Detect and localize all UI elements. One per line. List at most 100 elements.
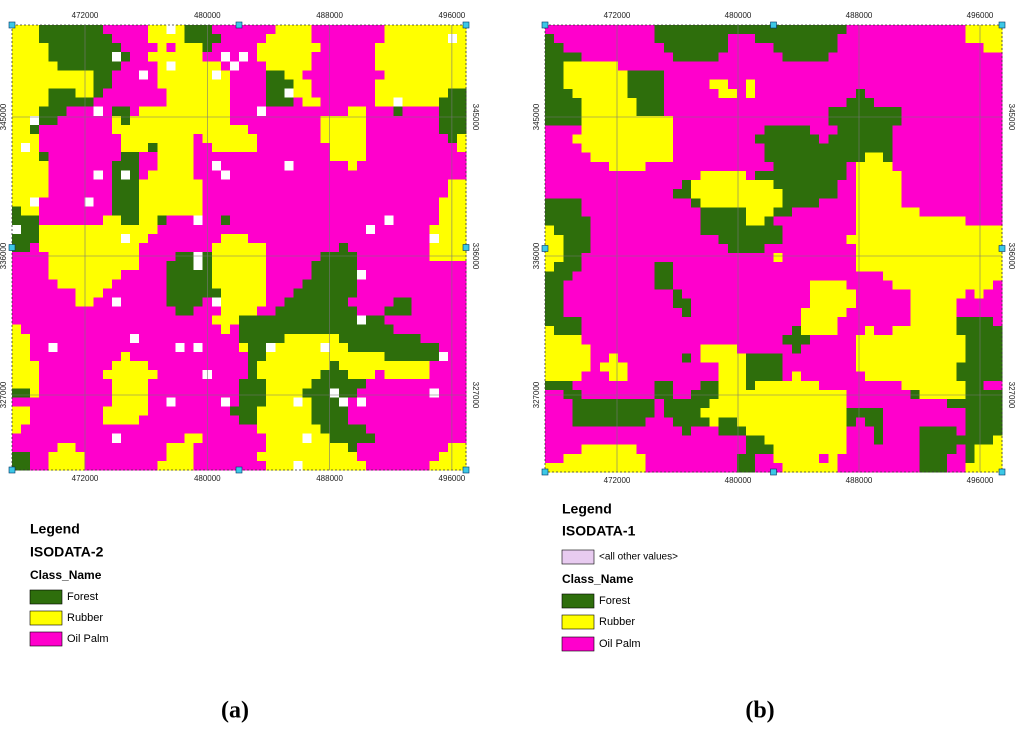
map-cell (810, 399, 820, 409)
map-cell (111, 43, 122, 53)
map-cell (691, 453, 701, 464)
map-cell (157, 388, 167, 398)
map-cell (554, 307, 564, 318)
map-cell (402, 124, 412, 135)
map-cell (700, 79, 710, 90)
map-cell (983, 116, 994, 126)
map-cell (901, 326, 911, 336)
map-cell (229, 224, 240, 235)
map-cell (393, 106, 403, 117)
map-cell (320, 133, 331, 144)
map-cell (636, 88, 646, 99)
map-cell (420, 152, 430, 162)
map-cell (910, 271, 921, 281)
map-cell (718, 180, 729, 190)
map-cell (599, 262, 610, 272)
map-cell (810, 52, 820, 62)
map-cell (746, 462, 756, 473)
map-cell (157, 233, 167, 244)
map-cell (130, 279, 140, 289)
map-cell (992, 435, 1003, 445)
map-cell (193, 97, 203, 108)
map-cell (828, 143, 838, 154)
map-cell (293, 351, 303, 362)
map-cell (672, 417, 683, 427)
map-cell (120, 415, 131, 425)
map-cell (320, 379, 331, 389)
map-cell (75, 379, 85, 389)
map-cell (420, 52, 430, 62)
map-cell (883, 371, 893, 382)
map-cell (102, 188, 113, 198)
map-cell (293, 442, 303, 453)
map-cell (66, 306, 76, 316)
map-cell (30, 252, 40, 262)
map-cell (828, 170, 838, 181)
map-cell (636, 207, 646, 217)
map-cell (791, 271, 802, 281)
map-cell (102, 460, 113, 471)
map-cell (84, 88, 95, 98)
map-cell (563, 307, 573, 318)
map-cell (220, 279, 231, 289)
map-cell (30, 388, 40, 398)
map-cell (447, 79, 458, 89)
map-cell (736, 462, 747, 473)
map-cell (810, 107, 820, 117)
map-cell (636, 70, 646, 81)
map-cell (947, 335, 957, 345)
map-cell (618, 298, 628, 309)
map-cell (375, 143, 385, 153)
map-cell (438, 43, 449, 53)
map-cell (846, 243, 857, 254)
map-cell (220, 170, 231, 180)
map-cell (75, 261, 85, 271)
map-cell (828, 216, 838, 226)
map-cell (347, 206, 358, 217)
map-cell (892, 316, 902, 327)
map-cell (284, 52, 294, 62)
frame-handle (462, 244, 470, 251)
map-cell (855, 79, 866, 90)
map-cell (554, 253, 564, 263)
map-cell (75, 415, 85, 425)
map-cell (938, 152, 948, 163)
map-cell (93, 306, 104, 316)
map-cell (572, 107, 582, 117)
map-cell (700, 225, 710, 236)
map-cell (366, 279, 376, 289)
map-cell (302, 188, 312, 198)
map-cell (284, 315, 294, 325)
map-cell (618, 362, 628, 372)
map-cell (855, 243, 866, 254)
map-cell (581, 335, 591, 345)
map-cell (447, 333, 458, 344)
map-cell (736, 262, 747, 272)
map-cell (39, 79, 49, 89)
map-cell (229, 324, 240, 335)
map-cell (983, 426, 994, 436)
map-cell (791, 435, 802, 445)
map-cell (148, 115, 158, 126)
map-cell (636, 180, 646, 190)
map-cell (102, 124, 113, 135)
map-cell (718, 116, 729, 126)
map-cell (57, 43, 67, 53)
map-cell (21, 324, 31, 335)
map-cell (21, 333, 31, 344)
map-cell (919, 399, 930, 409)
map-cell (709, 107, 719, 117)
map-cell (211, 161, 222, 171)
map-cell (48, 197, 58, 207)
map-cell (864, 253, 875, 263)
map-cell (773, 180, 783, 190)
map-cell (828, 52, 838, 62)
map-cell (599, 170, 610, 181)
map-cell (320, 215, 331, 226)
map-cell (302, 333, 312, 344)
map-cell (919, 25, 930, 35)
map-cell (627, 389, 637, 400)
map-cell (57, 152, 67, 162)
map-cell (919, 198, 930, 208)
map-cell (947, 107, 957, 117)
